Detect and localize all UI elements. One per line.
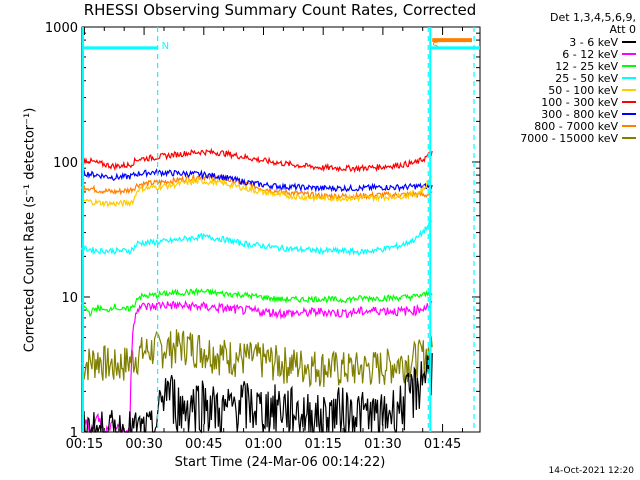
series-line — [81, 147, 433, 173]
legend: Det 1,3,4,5,6,9, Att 0 3 - 6 keV 6 - 12 k… — [486, 11, 636, 145]
marker-label: N — [162, 41, 169, 52]
x-tick-label: 01:00 — [245, 437, 282, 452]
legend-entry: 7000 - 15000 keV — [486, 131, 636, 145]
legend-entry: 300 - 800 keV — [486, 107, 636, 121]
series-line — [81, 287, 433, 318]
legend-entry-label: 6 - 12 keV — [562, 47, 618, 61]
legend-entry-swatch — [622, 113, 636, 115]
legend-entry: 50 - 100 keV — [486, 83, 636, 97]
x-tick-label: 01:15 — [304, 437, 341, 452]
legend-entry-swatch — [622, 101, 636, 103]
series-line — [81, 353, 433, 434]
legend-entry-swatch — [622, 89, 636, 91]
x-tick-label: 01:30 — [364, 437, 401, 452]
legend-entry: 12 - 25 keV — [486, 59, 636, 73]
y-tick-label: 10 — [61, 291, 78, 306]
series-line — [81, 173, 433, 201]
series-line — [81, 168, 433, 193]
series-line — [81, 175, 433, 208]
legend-entry: 3 - 6 keV — [486, 35, 636, 49]
x-tick-label: 01:45 — [424, 437, 461, 452]
legend-entry-label: 100 - 300 keV — [541, 95, 618, 109]
legend-entry-label: 50 - 100 keV — [548, 83, 618, 97]
chart-title: RHESSI Observing Summary Count Rates, Co… — [83, 1, 477, 19]
legend-entry: 100 - 300 keV — [486, 95, 636, 109]
y-axis-label: Corrected Count Rate (s⁻¹ detector⁻¹) — [22, 107, 38, 353]
legend-entry-swatch — [622, 137, 636, 139]
timestamp: 14-Oct-2021 12:20 — [548, 466, 634, 476]
legend-header-line-2: Att 0 — [609, 23, 636, 36]
y-tick-label: 100 — [53, 156, 78, 171]
legend-entry-label: 300 - 800 keV — [541, 107, 618, 121]
series-line — [81, 218, 433, 257]
y-tick-label: 1 — [70, 426, 78, 441]
legend-entry-label: 25 - 50 keV — [555, 71, 618, 85]
legend-entry: 6 - 12 keV — [486, 47, 636, 61]
legend-entry-swatch — [622, 125, 636, 127]
legend-entry-label: 12 - 25 keV — [555, 59, 618, 73]
y-tick-label: 1000 — [45, 21, 78, 36]
legend-entry-label: 7000 - 15000 keV — [520, 131, 618, 145]
x-tick-label: 00:30 — [125, 437, 162, 452]
legend-entry-swatch — [622, 53, 636, 55]
legend-entry-swatch — [622, 65, 636, 67]
legend-entry: 25 - 50 keV — [486, 71, 636, 85]
x-axis-label: Start Time (24-Mar-06 00:14:22) — [174, 455, 386, 470]
series-line — [81, 299, 433, 435]
legend-entry-swatch — [622, 41, 636, 43]
legend-entry-label: 800 - 7000 keV — [534, 119, 618, 133]
x-tick-label: 00:45 — [185, 437, 222, 452]
legend-header-line-1: Det 1,3,4,5,6,9, — [549, 11, 636, 24]
legend-entry-label: 3 - 6 keV — [569, 35, 618, 49]
series-line — [81, 329, 433, 388]
legend-entry-swatch — [622, 77, 636, 79]
legend-entry: 800 - 7000 keV — [486, 119, 636, 133]
x-tick-label: 00:15 — [66, 437, 103, 452]
